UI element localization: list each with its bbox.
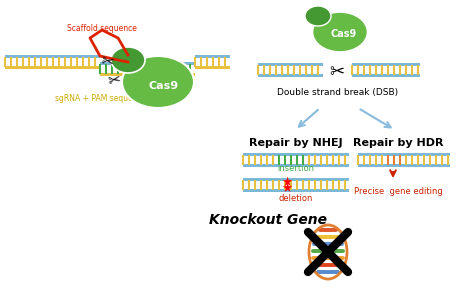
Bar — [195, 55, 230, 58]
Bar — [195, 66, 230, 69]
Ellipse shape — [111, 47, 145, 73]
Bar — [5, 66, 100, 69]
Ellipse shape — [122, 56, 194, 108]
Text: Cas9: Cas9 — [149, 81, 179, 91]
Text: Double strand break (DSB): Double strand break (DSB) — [277, 88, 399, 96]
Text: ★: ★ — [282, 176, 292, 189]
Text: Cas9: Cas9 — [331, 29, 357, 39]
Text: sgRNA + PAM sequence: sgRNA + PAM sequence — [55, 94, 146, 102]
Text: ★: ★ — [282, 181, 292, 194]
Text: Repair by NHEJ: Repair by NHEJ — [249, 138, 343, 148]
Bar — [243, 153, 349, 156]
Text: Precise  gene editing: Precise gene editing — [354, 186, 442, 195]
Text: ✂: ✂ — [100, 54, 115, 70]
Bar — [243, 178, 349, 181]
Bar — [243, 164, 349, 167]
Bar — [358, 153, 450, 156]
Text: Repair by HDR: Repair by HDR — [353, 138, 443, 148]
Bar — [352, 63, 420, 66]
Bar — [100, 62, 195, 65]
Ellipse shape — [305, 6, 331, 26]
Text: Scaffold sequence: Scaffold sequence — [67, 23, 137, 33]
Bar — [352, 74, 420, 77]
Ellipse shape — [312, 12, 367, 52]
Bar — [5, 55, 100, 58]
Bar — [243, 189, 349, 192]
Text: Knockout Gene: Knockout Gene — [209, 213, 327, 227]
Text: deletion: deletion — [279, 194, 313, 202]
Text: ✂: ✂ — [107, 72, 121, 89]
Bar — [358, 164, 450, 167]
Bar — [258, 74, 323, 77]
Text: insertion: insertion — [277, 163, 315, 173]
Text: ✂: ✂ — [329, 63, 345, 81]
Bar — [258, 63, 323, 66]
Bar — [100, 73, 195, 76]
